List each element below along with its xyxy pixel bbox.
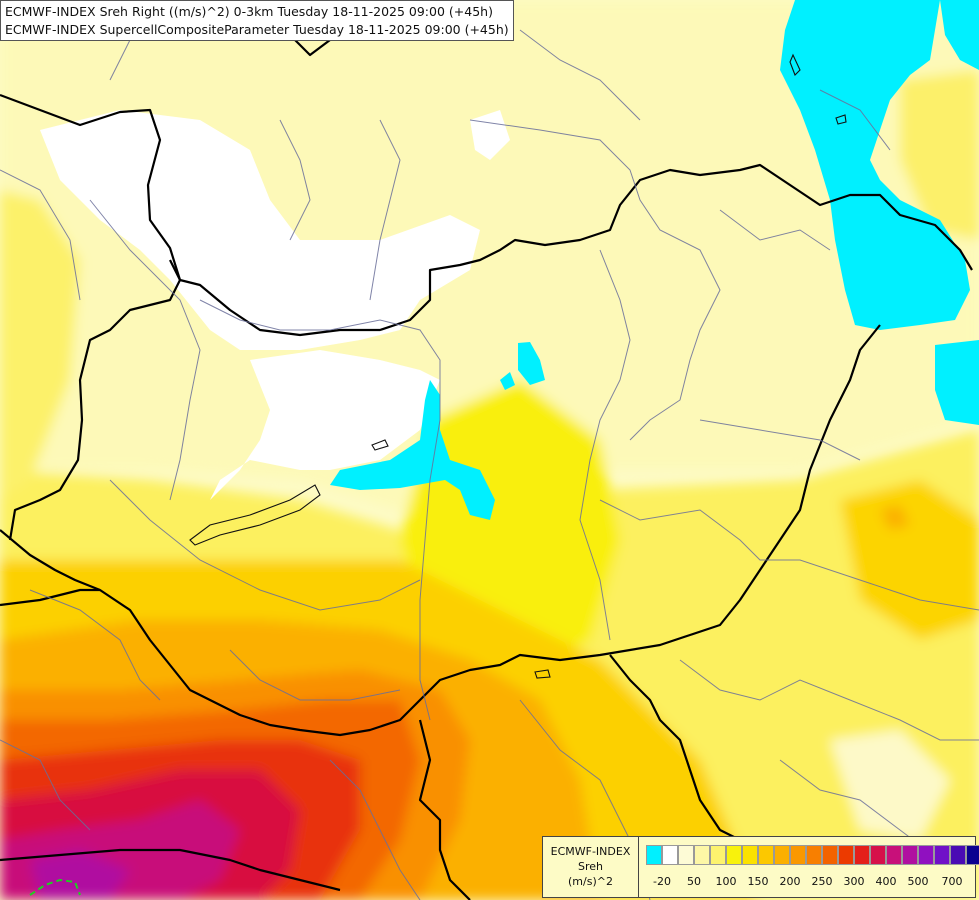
- map-title: ECMWF-INDEX Sreh Right ((m/s)^2) 0-3km T…: [0, 0, 514, 41]
- cyan-negative-zones: [330, 0, 979, 520]
- legend-swatch: [726, 845, 742, 865]
- legend-swatch: [646, 845, 662, 865]
- legend-tick-label: 50: [687, 875, 701, 888]
- legend-tick-label: 400: [875, 875, 897, 888]
- scp-green-contour: [29, 878, 81, 896]
- legend-tick-labels: -20 50 100 150 200 250 300 400 500 700: [646, 875, 970, 891]
- legend-source: ECMWF-INDEX: [550, 845, 631, 858]
- legend-swatch: [774, 845, 790, 865]
- legend-swatch: [742, 845, 758, 865]
- legend-tick-label: 500: [907, 875, 929, 888]
- legend-swatch: [822, 845, 838, 865]
- legend-swatch: [838, 845, 854, 865]
- legend-swatch: [678, 845, 694, 865]
- legend-tick-label: 150: [747, 875, 769, 888]
- legend-swatch: [966, 845, 979, 865]
- title-line-1: ECMWF-INDEX Sreh Right ((m/s)^2) 0-3km T…: [5, 4, 493, 19]
- legend-tick-label: 200: [779, 875, 801, 888]
- legend-tick-label: 300: [843, 875, 865, 888]
- legend-swatch: [790, 845, 806, 865]
- legend-swatch: [902, 845, 918, 865]
- legend-swatch: [694, 845, 710, 865]
- legend-swatch: [710, 845, 726, 865]
- scp-contours: [189, 53, 847, 679]
- legend-swatch: [662, 845, 678, 865]
- legend-swatch: [870, 845, 886, 865]
- white-zones: [40, 110, 510, 500]
- legend-title: ECMWF-INDEX Sreh (m/s)^2: [543, 837, 639, 897]
- legend-swatch: [758, 845, 774, 865]
- legend-swatch: [918, 845, 934, 865]
- legend-tick-label: 100: [715, 875, 737, 888]
- legend-color-bar: [646, 845, 979, 865]
- legend-unit: (m/s)^2: [568, 875, 613, 888]
- legend-swatch: [854, 845, 870, 865]
- legend-swatch: [806, 845, 822, 865]
- legend-tick-label: 250: [811, 875, 833, 888]
- legend-tick-label: 700: [941, 875, 963, 888]
- legend-swatch: [950, 845, 966, 865]
- color-legend: ECMWF-INDEX Sreh (m/s)^2 -20 50 100 150 200 2…: [542, 836, 979, 898]
- title-line-2: ECMWF-INDEX SupercellCompositeParameter …: [5, 22, 509, 37]
- legend-variable: Sreh: [577, 860, 603, 873]
- legend-swatch: [886, 845, 902, 865]
- legend-swatch: [934, 845, 950, 865]
- legend-tick-label: -20: [653, 875, 671, 888]
